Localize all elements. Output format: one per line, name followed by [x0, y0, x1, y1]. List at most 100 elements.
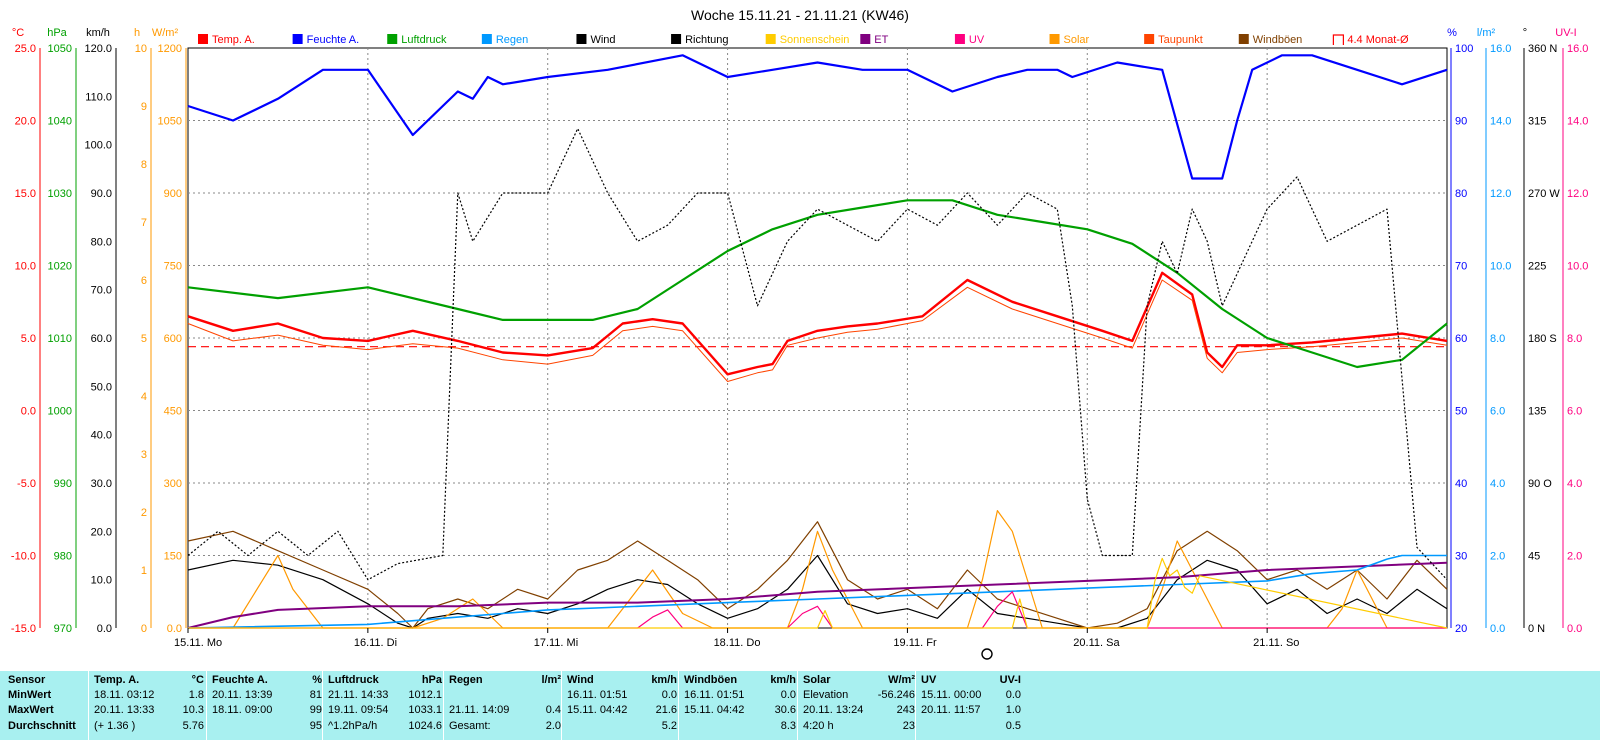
axis-tick-label: 5.0 — [21, 333, 36, 345]
stats-value-cell: 95 — [309, 720, 322, 732]
axis-tick-label: 12.0 — [1490, 188, 1511, 200]
stats-time-cell: 18.11. 09:00 — [212, 704, 273, 716]
stats-column-unit: hPa — [421, 674, 442, 686]
weather-chart: Woche 15.11.21 - 21.11.21 (KW46) °C25.02… — [11, 7, 1588, 660]
x-axis-labels: 15.11. Mo 16.11. Di 17.11. Mi 18.11. Do 19.1… — [174, 628, 1299, 649]
axis-tick-label: 4.0 — [1567, 478, 1582, 490]
axis-tick-label: 40 — [1455, 478, 1467, 490]
stats-column-unit: l/m² — [541, 674, 561, 686]
axis-tick-label: 225 — [1528, 261, 1546, 273]
axis-tick-label: 10.0 — [91, 575, 112, 587]
series-line — [187, 561, 1448, 629]
axis-tick-label: 2.0 — [1567, 551, 1582, 563]
axis-tick-label: 16.0 — [1567, 43, 1588, 55]
stats-column-divider — [561, 671, 562, 740]
axis-tick-label: 15.0 — [15, 188, 36, 200]
axis-tick-label: 10.0 — [15, 261, 36, 273]
x-tick-label: 20.11. Sa — [1073, 637, 1120, 649]
axis-tick-label: 1020 — [48, 261, 72, 273]
axis-tick-label: 10 — [135, 43, 147, 55]
axis-tick-label: 90 O — [1528, 478, 1552, 490]
axis-tick-label: 180 S — [1528, 333, 1557, 345]
axis-tick-label: 14.0 — [1490, 116, 1511, 128]
axis-tick-label: 80.0 — [91, 236, 112, 248]
stats-column-unit: UV-I — [999, 674, 1021, 686]
chart-legend: Temp. A. Feuchte A. Luftdruck Regen Wind Rich… — [198, 34, 1409, 46]
legend-item: Temp. A. — [212, 34, 255, 46]
axis-tick-label: 450 — [164, 406, 182, 418]
axis-tick-label: 20.0 — [15, 116, 36, 128]
series-line — [187, 521, 1448, 629]
stats-column-header: Luftdruck — [328, 674, 379, 686]
legend-swatch — [198, 34, 208, 44]
stats-value-cell: 99 — [309, 704, 322, 716]
axis-tick-label: 900 — [164, 188, 182, 200]
stats-time-cell: 15.11. 00:00 — [921, 689, 982, 701]
legend-item: Feuchte A. — [307, 34, 360, 46]
axis-tick-label: 60 — [1455, 333, 1467, 345]
stats-value-cell: -56.246 — [877, 689, 915, 701]
axis-unit-label: ° — [1523, 27, 1527, 39]
axis-tick-label: 270 W — [1528, 188, 1560, 200]
legend-swatch — [765, 34, 776, 44]
series-line — [187, 271, 1448, 376]
axis-tick-label: 10.0 — [1490, 261, 1511, 273]
legend-swatch — [1238, 34, 1249, 44]
stats-column-divider — [443, 671, 444, 740]
stats-time-cell: 16.11. 01:51 — [684, 689, 745, 701]
series-line — [187, 199, 1448, 369]
axis-tick-label: 0 — [141, 623, 147, 635]
stats-time-cell: 15.11. 04:42 — [567, 704, 628, 716]
axis-tick-label: 600 — [164, 333, 182, 345]
stats-value-cell: 23 — [902, 720, 915, 732]
axis-tick-label: 315 — [1528, 116, 1546, 128]
chart-plot — [187, 54, 1448, 629]
axis-tick-label: 100.0 — [84, 140, 112, 152]
axis-tick-label: 990 — [54, 478, 72, 490]
axis-tick-label: 750 — [164, 261, 182, 273]
stats-column-header: Feuchte A. — [212, 674, 268, 686]
stats-panel: Sensor MinWert MaxWert Durchschnitt Temp. A.… — [0, 671, 1600, 740]
axis-tick-label: 9 — [141, 101, 147, 113]
x-tick-label: 18.11. Do — [714, 637, 761, 649]
axis-tick-label: 3 — [141, 449, 147, 461]
stats-time-cell: ^1.2hPa/h — [328, 720, 378, 732]
series-line — [188, 591, 1447, 629]
stats-time-cell: 20.11. 13:39 — [212, 689, 273, 701]
stats-value-cell: 0.4 — [545, 704, 561, 716]
stats-value-cell: 30.6 — [774, 704, 796, 716]
axis-unit-label: W/m² — [152, 27, 179, 39]
legend-swatch — [671, 34, 682, 44]
stats-column-unit: W/m² — [888, 674, 915, 686]
axis-unit-label: km/h — [86, 27, 110, 39]
stats-value-cell: 5.76 — [182, 720, 204, 732]
axis-tick-label: 60.0 — [91, 333, 112, 345]
x-tick-label: 21.11. So — [1253, 637, 1299, 649]
axis-tick-label: 6 — [141, 275, 147, 287]
axis-unit-label: l/m² — [1477, 27, 1496, 39]
series-line — [187, 279, 1448, 382]
axis-tick-label: 1040 — [48, 116, 72, 128]
axis-tick-label: 2 — [141, 507, 147, 519]
axis-tick-label: -5.0 — [17, 478, 36, 490]
stats-column-divider — [322, 671, 323, 740]
stats-column-header: UV — [921, 674, 937, 686]
axis-tick-label: 70.0 — [91, 285, 112, 297]
stats-value-cell: 8.3 — [780, 720, 796, 732]
axis-tick-label: 1050 — [48, 43, 72, 55]
legend-item: Wind — [590, 34, 615, 46]
axis-tick-label: 0 N — [1528, 623, 1545, 635]
stats-column-divider — [206, 671, 207, 740]
stats-column-header: Solar — [803, 674, 831, 686]
stats-column-divider — [797, 671, 798, 740]
x-tick-label: 19.11. Fr — [893, 637, 937, 649]
axis-tick-label: 1000 — [48, 406, 72, 418]
axis-tick-label: 8.0 — [1567, 333, 1582, 345]
stats-time-cell: 20.11. 13:24 — [803, 704, 864, 716]
stats-column-unit: km/h — [651, 674, 677, 686]
series-line — [187, 54, 1448, 180]
axis-tick-label: 1200 — [158, 43, 182, 55]
axis-tick-label: 970 — [54, 623, 72, 635]
axis-tick-label: 30.0 — [91, 478, 112, 490]
series-line — [188, 510, 1447, 629]
